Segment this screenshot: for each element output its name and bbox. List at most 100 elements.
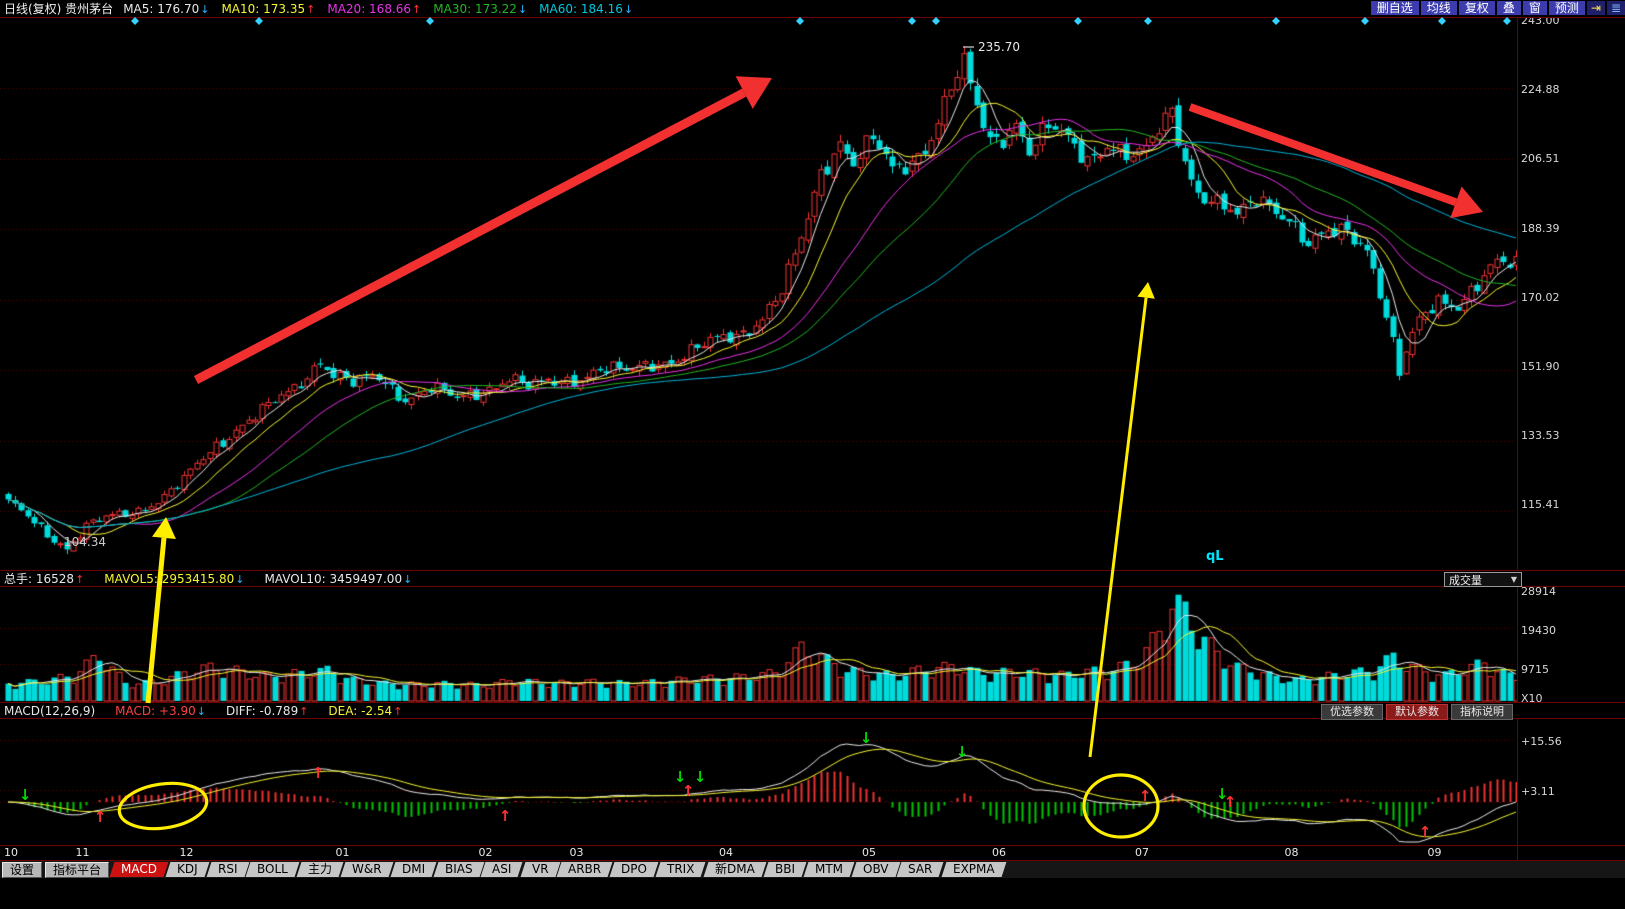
tab-label: TRIX: [667, 862, 695, 876]
topbar-button-0[interactable]: 删自选: [1370, 1, 1419, 15]
month-label: 08: [1284, 846, 1299, 859]
tab-bias[interactable]: BIAS: [433, 862, 484, 877]
toolbar-button-0[interactable]: 设置: [2, 861, 43, 878]
volume-type-dropdown[interactable]: 成交量 ▼: [1444, 572, 1522, 587]
ma-text: MA30: 173.22: [433, 1, 517, 16]
dea-value-readout: DEA: -2.54↑: [328, 703, 403, 718]
macd-value-readout: MACD: +3.90↓: [115, 703, 206, 718]
tab-label: BOLL: [257, 862, 289, 876]
ma-readouts: MA5: 176.70↓ MA10: 173.35↑ MA20: 168.66↑ MA…: [123, 2, 645, 16]
layout-icon[interactable]: ≣: [1606, 1, 1625, 15]
tab-label: BIAS: [444, 862, 473, 876]
volume-axis-label: 19430: [1521, 624, 1556, 637]
jump-icon[interactable]: ⇥: [1586, 1, 1605, 15]
month-label: 02: [478, 846, 493, 859]
volume-pane-header: 总手: 16528↑ MAVOL5: 2953415.80↓ MAVOL10: …: [0, 570, 1625, 587]
tab-boll[interactable]: BOLL: [245, 862, 300, 877]
topbar-ma10-readout: MA10: 173.35↑: [221, 2, 315, 16]
peak-price-label: 235.70: [978, 40, 1020, 54]
tab-dpo[interactable]: DPO: [609, 862, 659, 877]
tab-obv[interactable]: OBV: [851, 862, 900, 877]
tab-bbi[interactable]: BBI: [763, 862, 807, 877]
macd-param-button-0[interactable]: 优选参数: [1321, 704, 1383, 720]
month-label: 07: [1135, 846, 1149, 859]
topbar-button-3[interactable]: 叠: [1496, 1, 1521, 15]
topbar-button-2[interactable]: 复权: [1458, 1, 1495, 15]
tab-arbr[interactable]: ARBR: [556, 862, 613, 877]
topbar-button-5[interactable]: 预测: [1548, 1, 1585, 15]
tab-label: BBI: [774, 862, 795, 876]
tab-rsi[interactable]: RSI: [206, 862, 249, 877]
tab-主力[interactable]: 主力: [296, 862, 344, 877]
macd-pane-header: MACD(12,26,9) MACD: +3.90↓ DIFF: -0.789↑…: [0, 702, 1625, 720]
topbar-button-4[interactable]: 窗: [1522, 1, 1547, 15]
topbar-ma30-readout: MA30: 173.22↓: [433, 2, 527, 16]
topbar-icons: ⇥ ≣: [1585, 1, 1625, 16]
month-label: 10: [4, 846, 18, 859]
tab-macd[interactable]: MACD: [109, 862, 169, 877]
volume-unit-label: X10: [1521, 692, 1543, 705]
month-label: 01: [335, 846, 350, 859]
macd-param-button-1[interactable]: 默认参数: [1386, 704, 1448, 720]
volume-type-label: 成交量: [1449, 573, 1482, 587]
month-label: 04: [719, 846, 733, 859]
trend-arrow-icon: ↑: [393, 704, 403, 718]
ma-text: MA20: 168.66: [327, 1, 412, 16]
volume-axis-label: 28914: [1521, 585, 1556, 598]
trend-arrow-icon: ↑: [299, 704, 309, 718]
month-label: 05: [862, 846, 876, 859]
macd-param-button-2[interactable]: 指标说明: [1451, 704, 1513, 720]
price-axis-label: 115.41: [1521, 498, 1560, 511]
price-axis-label: 188.39: [1521, 222, 1560, 235]
month-label: 09: [1427, 846, 1442, 859]
price-axis-label: 170.02: [1521, 291, 1560, 304]
topbar-ma20-readout: MA20: 168.66↑: [327, 2, 421, 16]
toolbar-button-1[interactable]: 指标平台: [45, 861, 110, 878]
topbar-ma5-readout: MA5: 176.70↓: [123, 2, 209, 16]
tab-label: DMI: [401, 862, 425, 876]
tab-mtm[interactable]: MTM: [803, 862, 855, 877]
tab-asi[interactable]: ASI: [480, 862, 524, 877]
tab-label: DPO: [621, 862, 648, 876]
topbar-button-1[interactable]: 均线: [1420, 1, 1457, 15]
trend-arrow-icon: ↑: [412, 2, 422, 16]
tab-vr[interactable]: VR: [520, 862, 560, 877]
month-label: 12: [179, 846, 194, 859]
macd-formula: MACD(12,26,9): [4, 703, 96, 718]
ma-text: MA5: 176.70: [123, 1, 200, 16]
ql-watermark: qL: [1206, 549, 1224, 564]
macd-param-buttons: 优选参数 默认参数 指标说明: [1318, 704, 1513, 720]
tab-label: KDJ: [177, 862, 198, 876]
macd-bottom-divider: [0, 845, 1625, 846]
mavol10-readout: MAVOL10: 3459497.00↓: [264, 571, 413, 586]
tab-label: OBV: [862, 862, 889, 876]
low-price-label: 104.34: [64, 535, 106, 549]
axis-divider: [1517, 18, 1518, 860]
macd-chart-canvas[interactable]: [0, 719, 1517, 845]
topbar-ma60-readout: MA60: 184.16↓: [539, 2, 633, 16]
ma-text: MA10: 173.35: [221, 1, 306, 16]
tab-label: W&R: [352, 862, 382, 876]
tab-sar[interactable]: SAR: [896, 862, 944, 877]
price-axis-label: 206.51: [1521, 152, 1560, 165]
tab-label: SAR: [908, 862, 933, 876]
main-price-chart-canvas[interactable]: [0, 18, 1517, 570]
month-label: 06: [992, 846, 1006, 859]
tab-trix[interactable]: TRIX: [655, 862, 707, 877]
tab-label: ARBR: [568, 862, 602, 876]
trend-arrow-icon: ↓: [235, 572, 245, 586]
tab-新dma[interactable]: 新DMA: [703, 862, 766, 877]
tab-dmi[interactable]: DMI: [390, 862, 437, 877]
tabbar-top-divider: [0, 860, 1625, 861]
tab-w&r[interactable]: W&R: [340, 862, 394, 877]
macd-axis-label: +3.11: [1521, 785, 1555, 798]
tab-expma[interactable]: EXPMA: [941, 862, 1006, 877]
dropdown-caret-icon: ▼: [1510, 575, 1517, 584]
topbar: 日线(复权) 贵州茅台 MA5: 176.70↓ MA10: 173.35↑ MA2…: [0, 0, 1625, 18]
tab-kdj[interactable]: KDJ: [165, 862, 210, 877]
month-label: 11: [75, 846, 90, 859]
volume-chart-canvas[interactable]: [0, 587, 1517, 702]
trend-arrow-icon: ↓: [517, 2, 528, 16]
macd-axis-label: +15.56: [1521, 735, 1562, 748]
trend-arrow-icon: ↓: [200, 2, 210, 16]
